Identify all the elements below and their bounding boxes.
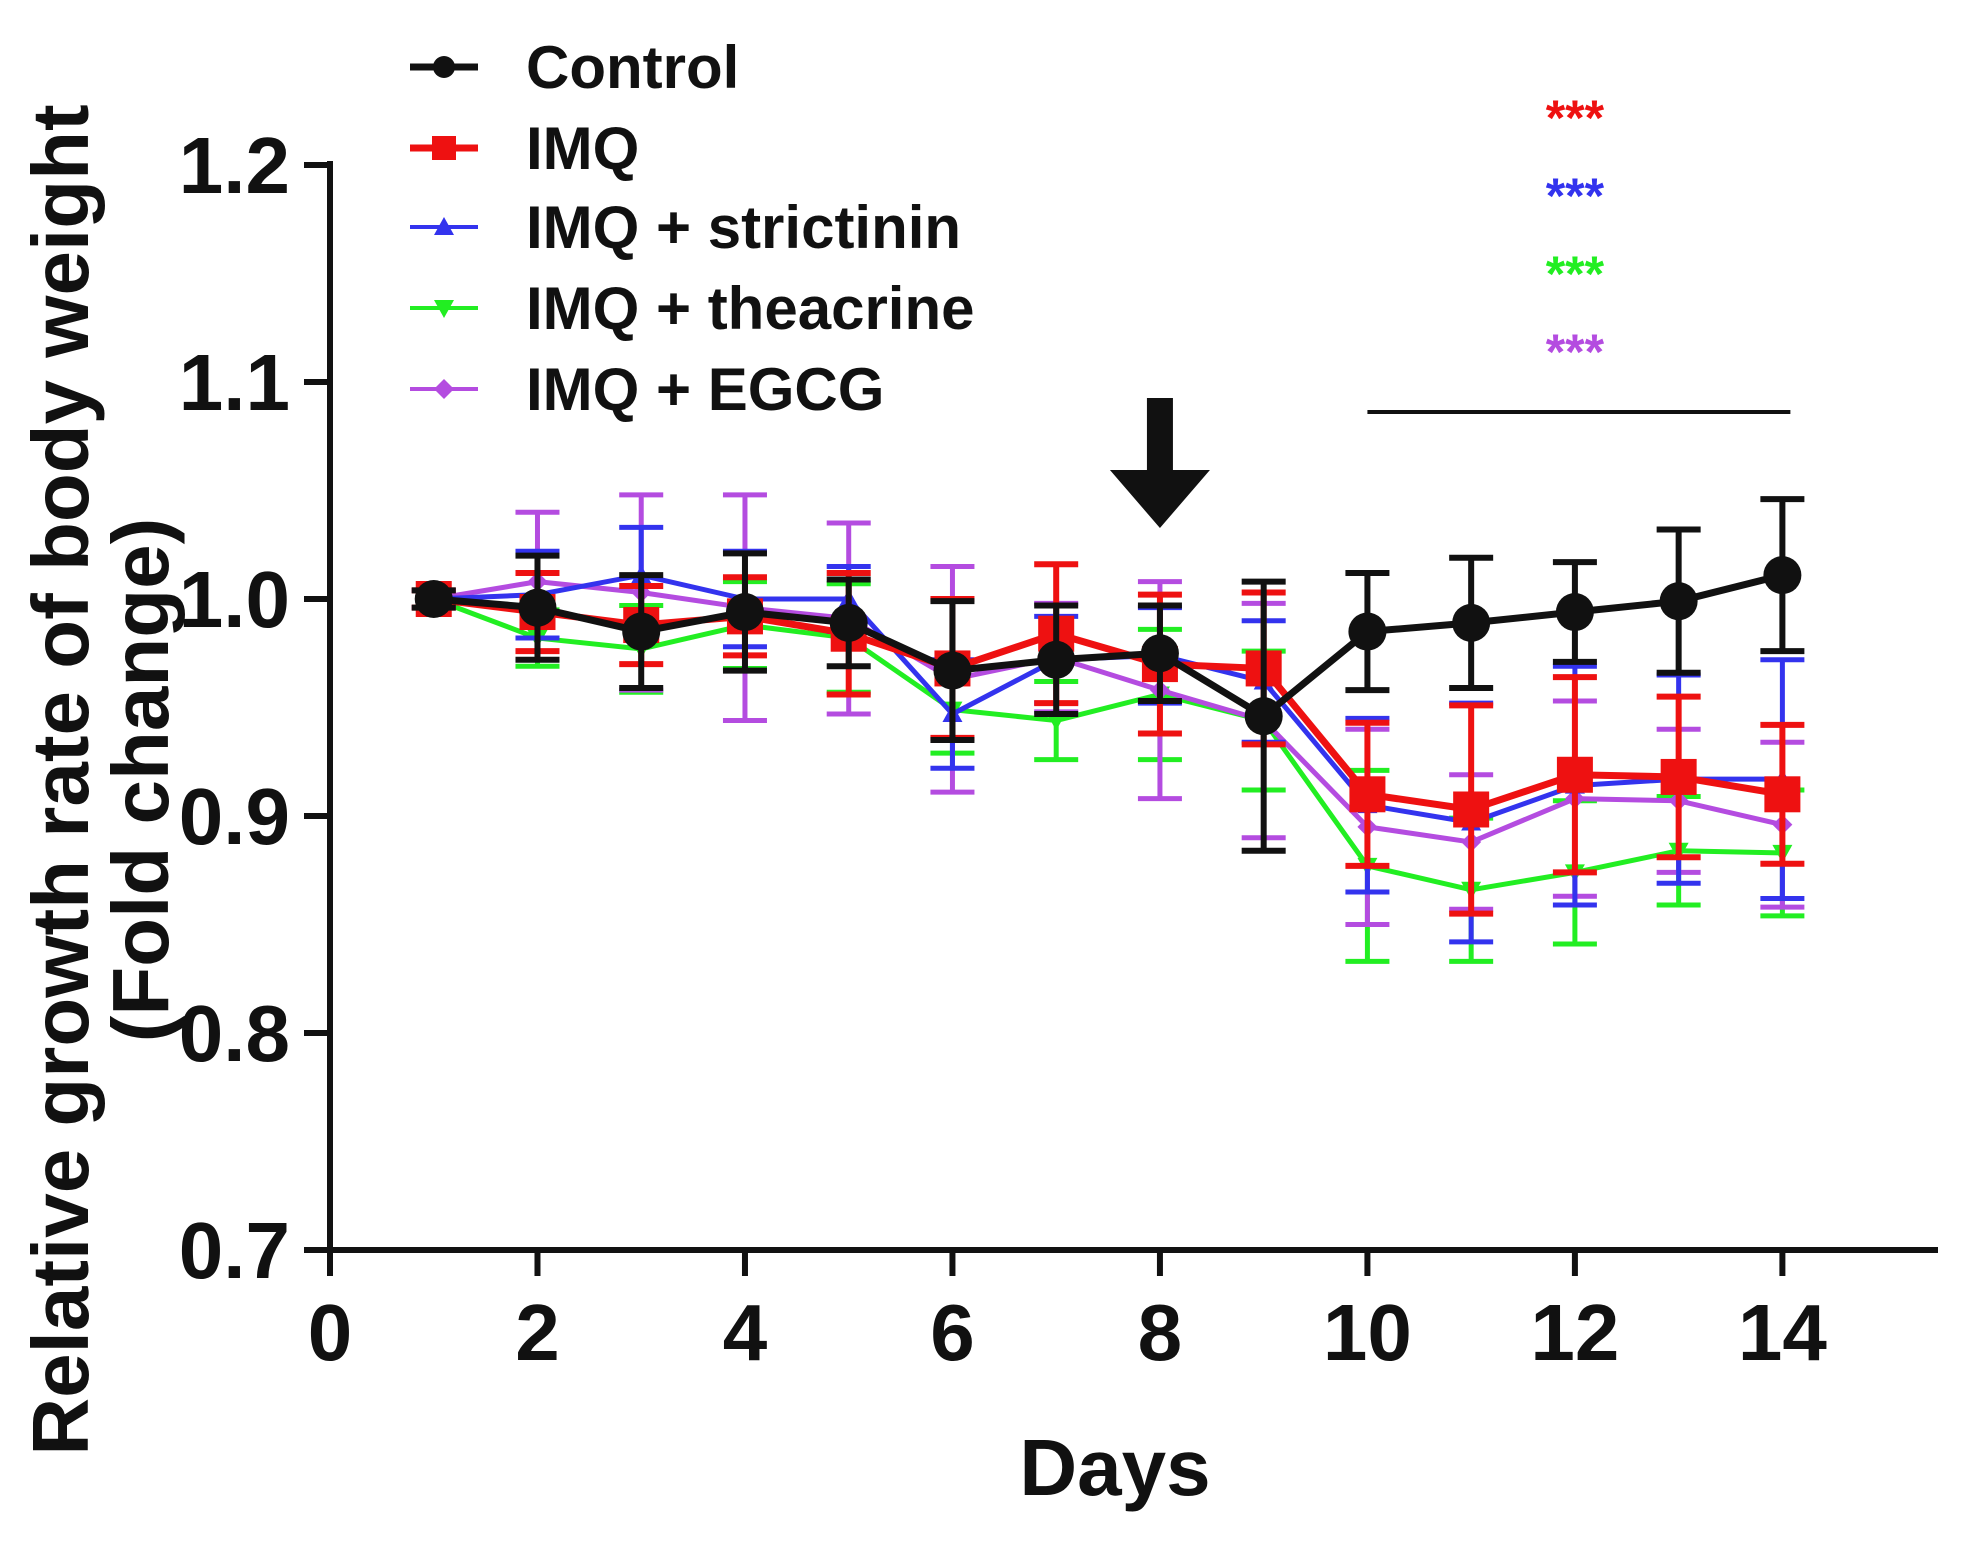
y-tick-label: 1.2 <box>179 121 290 210</box>
data-point <box>1453 791 1490 828</box>
legend-item: IMQ + EGCG <box>410 356 884 423</box>
data-point <box>1764 776 1801 813</box>
legend-label: IMQ + theacrine <box>526 275 974 342</box>
legend-item: Control <box>410 34 739 101</box>
series-control <box>411 496 1805 854</box>
legend-label: IMQ + strictinin <box>526 194 961 261</box>
legend-label: IMQ + EGCG <box>526 356 884 423</box>
legend-marker <box>434 300 454 318</box>
x-tick-label: 4 <box>723 1288 768 1377</box>
arrow-indicator <box>1109 398 1210 528</box>
data-point <box>1452 603 1491 642</box>
y-tick-label: 0.8 <box>179 989 290 1078</box>
legend-item: IMQ + theacrine <box>410 275 974 342</box>
data-point <box>1046 712 1067 731</box>
x-tick-label: 2 <box>515 1288 560 1377</box>
significance-mark: *** <box>1546 90 1605 146</box>
data-point <box>1660 758 1697 795</box>
legend: Control IMQ IMQ + strictinin IMQ + theacrin… <box>410 34 974 423</box>
x-tick-label: 12 <box>1530 1288 1619 1377</box>
legend-label: Control <box>526 34 739 101</box>
data-point <box>1555 593 1594 632</box>
legend-label: IMQ <box>526 115 639 182</box>
data-point <box>1244 697 1283 736</box>
series-layer <box>411 492 1805 964</box>
x-tick-label: 14 <box>1738 1288 1827 1377</box>
data-point <box>1763 556 1802 595</box>
x-axis-title: Days <box>1019 1423 1210 1512</box>
data-point <box>829 603 868 642</box>
significance-mark: *** <box>1546 168 1605 224</box>
y-axis-title-line2: (Fold change) <box>96 518 185 1042</box>
data-point <box>622 612 661 651</box>
data-point <box>1037 640 1076 679</box>
x-tick-label: 10 <box>1323 1288 1412 1377</box>
data-point <box>414 580 453 618</box>
data-point <box>1349 776 1386 813</box>
data-point <box>1556 756 1593 793</box>
data-point <box>933 651 972 690</box>
series-line <box>433 579 1783 845</box>
legend-marker <box>434 379 454 399</box>
legend-marker <box>433 56 455 78</box>
data-point <box>1140 634 1179 673</box>
y-tick-label: 1.1 <box>179 338 290 427</box>
y-tick-label: 0.9 <box>179 772 290 861</box>
series-imq <box>411 561 1805 917</box>
annotations: *** *** *** *** <box>1109 90 1791 528</box>
y-tick-label: 0.7 <box>179 1206 290 1295</box>
data-point <box>1659 582 1698 621</box>
x-tick-label: 6 <box>930 1288 975 1377</box>
significance-mark: *** <box>1546 246 1605 302</box>
legend-item: IMQ + strictinin <box>410 194 961 261</box>
data-point <box>725 593 764 632</box>
data-point <box>518 588 557 627</box>
x-tick-label: 0 <box>308 1288 353 1377</box>
legend-item: IMQ <box>410 115 639 182</box>
axes: 0.7 0.8 0.9 1.0 1.1 1.2 0 2 4 6 8 10 12 14 <box>179 121 1938 1377</box>
significance-mark: *** <box>1546 324 1605 380</box>
data-point <box>1348 612 1387 651</box>
x-tick-label: 8 <box>1138 1288 1183 1377</box>
legend-marker <box>434 217 454 235</box>
legend-marker <box>432 136 456 160</box>
y-axis-title-line1: Relative growth rate of body weight <box>16 104 105 1455</box>
y-tick-label: 1.0 <box>179 555 290 644</box>
